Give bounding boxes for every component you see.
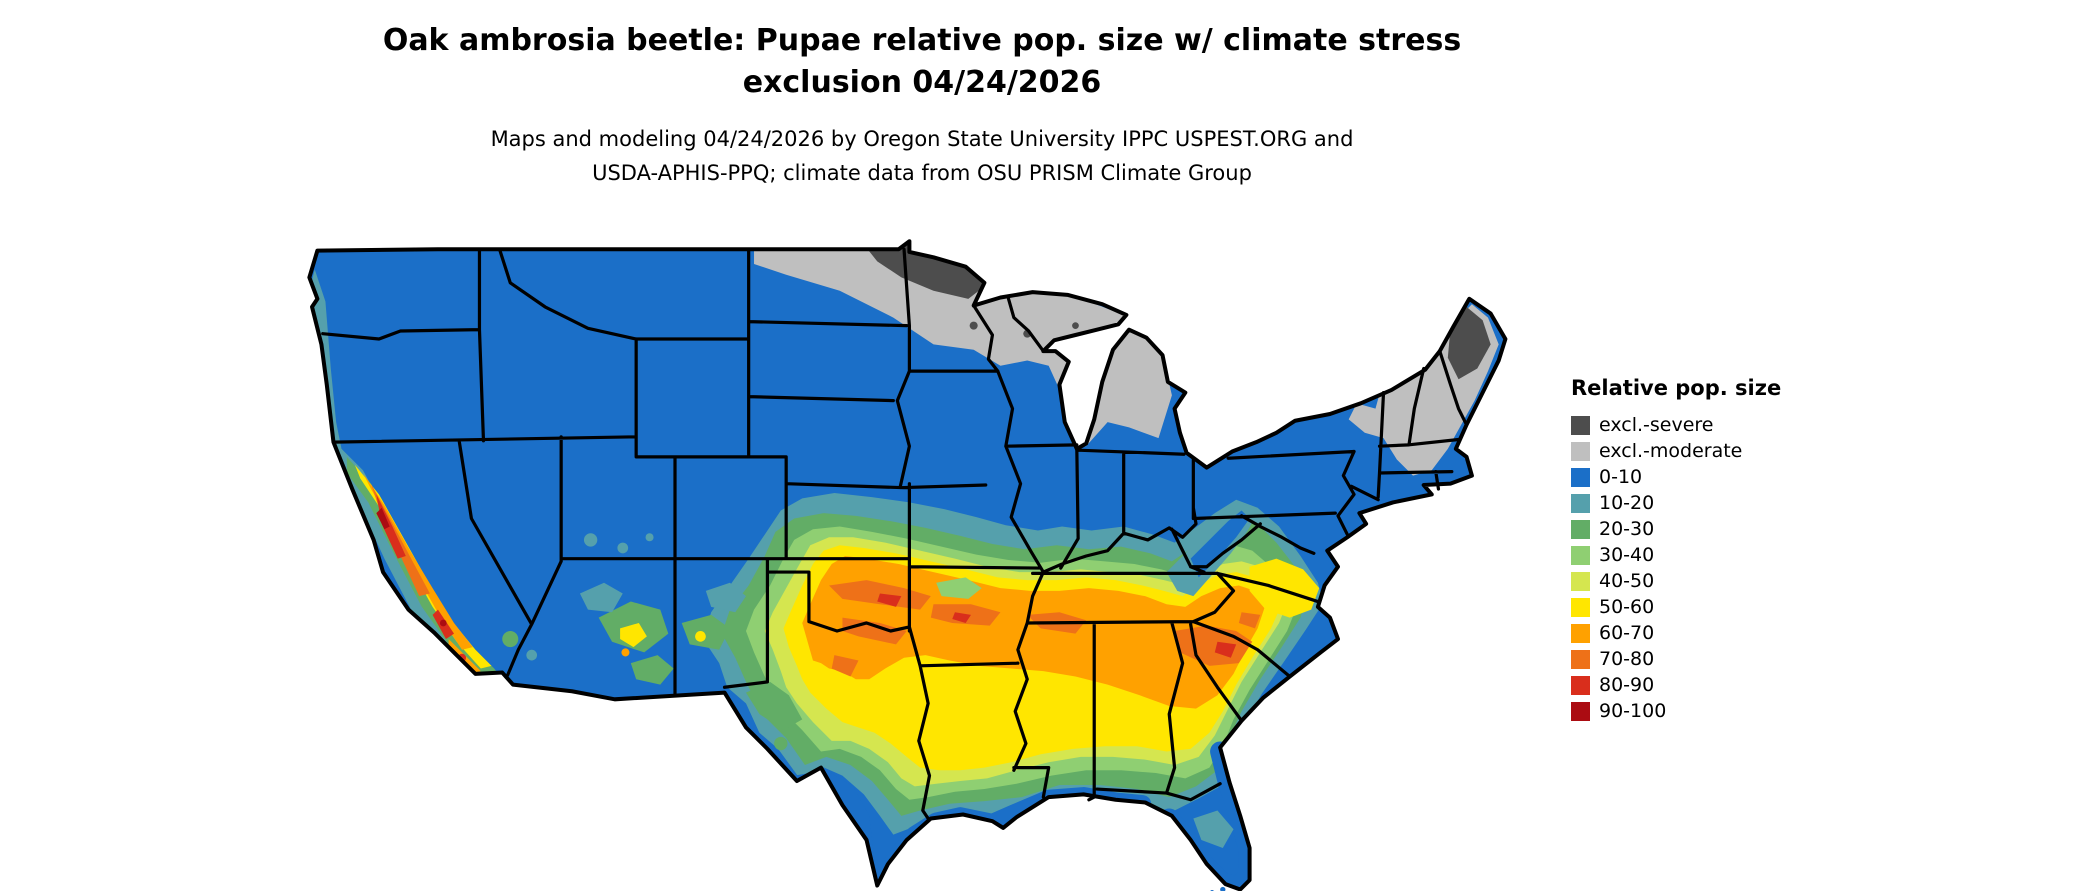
region-10-20-central-florida bbox=[1193, 810, 1234, 848]
state-borders bbox=[321, 247, 1469, 821]
region-0-10-florida-keys bbox=[1210, 890, 1214, 891]
legend: Relative pop. size excl.-severe excl.-mo… bbox=[1571, 376, 1831, 724]
region-10-20-mojave bbox=[526, 649, 538, 661]
legend-label: excl.-moderate bbox=[1599, 439, 1743, 462]
region-excl-severe-minnesota bbox=[866, 241, 993, 299]
legend-swatch bbox=[1571, 571, 1590, 591]
legend-item: 70-80 bbox=[1571, 646, 1831, 672]
us-map bbox=[304, 221, 1563, 891]
legend-swatch bbox=[1571, 623, 1590, 643]
legend-swatch bbox=[1571, 415, 1590, 435]
region-excl-severe-speck bbox=[969, 321, 978, 330]
region-80-90-spot bbox=[877, 593, 902, 607]
legend-item: 50-60 bbox=[1571, 594, 1831, 620]
legend-label: 30-40 bbox=[1599, 543, 1655, 566]
region-0-10-florida-keys bbox=[1220, 886, 1226, 891]
legend-item: 10-20 bbox=[1571, 490, 1831, 516]
region-70-80-streak bbox=[1238, 612, 1261, 629]
region-20-30-newmexico bbox=[681, 614, 730, 650]
region-10-20-arizona bbox=[579, 582, 623, 613]
region-70-80-streak bbox=[831, 655, 859, 677]
region-0-10-appalachian-core bbox=[1190, 510, 1250, 578]
legend-swatch bbox=[1571, 441, 1590, 461]
legend-label: 90-100 bbox=[1599, 699, 1667, 722]
figure-title-line1: Oak ambrosia beetle: Pupae relative pop.… bbox=[382, 23, 1462, 58]
figure-subtitle: Maps and modeling 04/24/2026 by Oregon S… bbox=[302, 122, 1542, 190]
legend-item: excl.-moderate bbox=[1571, 438, 1831, 464]
region-50-60-east-carolina bbox=[1249, 558, 1320, 618]
legend-item: 80-90 bbox=[1571, 672, 1831, 698]
region-excl-severe-speck bbox=[1072, 322, 1079, 329]
legend-item: excl.-severe bbox=[1571, 412, 1831, 438]
region-60-70-california bbox=[362, 472, 473, 650]
region-10-20-utah bbox=[583, 533, 598, 547]
region-80-90-spot bbox=[1214, 641, 1237, 658]
region-80-90-spot bbox=[952, 612, 972, 623]
legend-item: 90-100 bbox=[1571, 698, 1831, 724]
region-90-100-california bbox=[376, 507, 390, 530]
legend-swatch bbox=[1571, 649, 1590, 669]
legend-swatch bbox=[1571, 467, 1590, 487]
legend-label: 70-80 bbox=[1599, 647, 1655, 670]
region-20-30-west-texas bbox=[745, 681, 803, 731]
region-10-20-utah bbox=[645, 533, 654, 542]
legend-swatch bbox=[1571, 675, 1590, 695]
region-70-80-california bbox=[370, 483, 430, 597]
region-30-40-ozarks bbox=[936, 577, 982, 599]
legend-label: 80-90 bbox=[1599, 673, 1655, 696]
legend-label: 20-30 bbox=[1599, 517, 1655, 540]
legend-item: 20-30 bbox=[1571, 516, 1831, 542]
region-10-20-pacific-coast bbox=[309, 269, 358, 498]
figure-subtitle-line1: Maps and modeling 04/24/2026 by Oregon S… bbox=[490, 127, 1354, 151]
legend-swatch bbox=[1571, 519, 1590, 539]
region-60-70-arizona bbox=[621, 648, 630, 657]
legend-label: 50-60 bbox=[1599, 595, 1655, 618]
region-20-30-mojave bbox=[502, 631, 519, 648]
figure-title-line2: exclusion 04/24/2026 bbox=[742, 65, 1102, 100]
figure-subtitle-line2: USDA-APHIS-PPQ; climate data from OSU PR… bbox=[592, 161, 1252, 185]
region-90-100-california bbox=[439, 619, 447, 627]
legend-swatch bbox=[1571, 493, 1590, 513]
legend-label: 0-10 bbox=[1599, 465, 1643, 488]
legend-item: 60-70 bbox=[1571, 620, 1831, 646]
legend-item: 30-40 bbox=[1571, 542, 1831, 568]
legend-swatch bbox=[1571, 545, 1590, 565]
legend-item: 40-50 bbox=[1571, 568, 1831, 594]
figure-title: Oak ambrosia beetle: Pupae relative pop.… bbox=[302, 20, 1542, 104]
legend-label: excl.-severe bbox=[1599, 413, 1714, 436]
region-20-30-border bbox=[630, 655, 674, 685]
legend-items: excl.-severe excl.-moderate 0-10 10-20 2… bbox=[1571, 412, 1831, 724]
region-10-20-newmexico bbox=[705, 582, 746, 613]
legend-label: 10-20 bbox=[1599, 491, 1655, 514]
legend-label: 40-50 bbox=[1599, 569, 1655, 592]
region-20-30-davis-mtns bbox=[774, 736, 788, 751]
legend-swatch bbox=[1571, 701, 1590, 721]
legend-label: 60-70 bbox=[1599, 621, 1655, 644]
region-excl-severe-maine bbox=[1447, 306, 1491, 380]
region-10-20-utah bbox=[617, 542, 629, 554]
legend-swatch bbox=[1571, 597, 1590, 617]
legend-item: 0-10 bbox=[1571, 464, 1831, 490]
region-50-60-newmexico bbox=[695, 631, 706, 642]
legend-title: Relative pop. size bbox=[1571, 376, 1782, 400]
region-50-60-arizona bbox=[620, 622, 647, 648]
region-80-90-california bbox=[376, 494, 406, 559]
